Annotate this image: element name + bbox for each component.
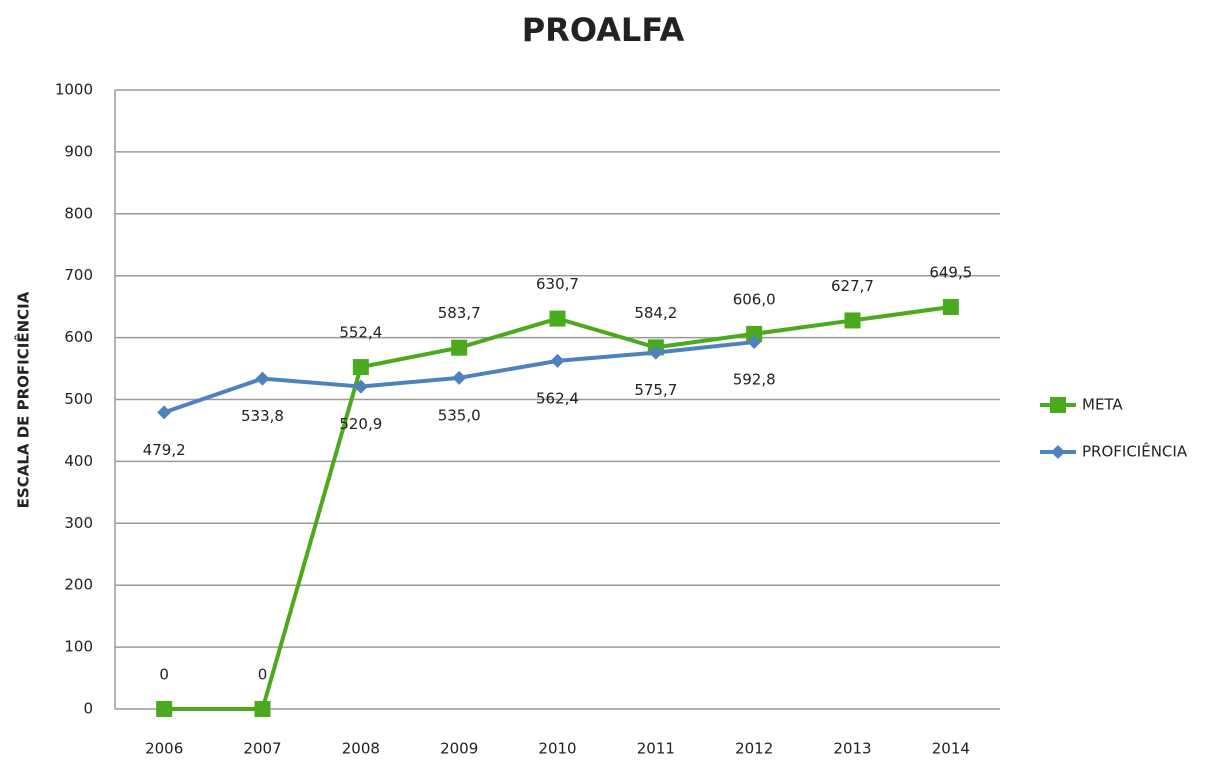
data-point <box>157 405 172 420</box>
x-tick-label: 2010 <box>538 740 576 758</box>
data-label: 630,7 <box>536 275 579 293</box>
y-tick-label: 800 <box>64 204 93 222</box>
data-point <box>353 379 368 394</box>
y-tick-label: 300 <box>64 514 93 532</box>
y-tick-label: 600 <box>64 328 93 346</box>
y-tick-label: 200 <box>64 576 93 594</box>
data-label: 592,8 <box>733 371 776 389</box>
data-point <box>747 335 762 350</box>
data-point <box>254 701 271 717</box>
data-point <box>156 701 173 717</box>
data-point <box>352 359 369 376</box>
y-tick-label: 400 <box>64 452 93 470</box>
data-label: 520,9 <box>339 415 382 433</box>
legend-label: META <box>1082 396 1123 414</box>
y-tick-label: 100 <box>64 638 93 656</box>
y-tick-label: 700 <box>64 266 93 284</box>
data-point <box>451 339 468 356</box>
legend-label: PROFICIÊNCIA <box>1082 442 1188 461</box>
data-label: 552,4 <box>339 324 382 342</box>
x-tick-label: 2007 <box>243 740 281 758</box>
chart-title: PROALFA <box>522 11 685 49</box>
x-tick-label: 2014 <box>932 740 970 758</box>
y-tick-label: 0 <box>83 700 93 718</box>
x-tick-label: 2012 <box>735 740 773 758</box>
data-label: 583,7 <box>438 304 481 322</box>
y-tick-label: 1000 <box>55 81 93 99</box>
data-label: 479,2 <box>143 441 186 459</box>
data-label: 0 <box>258 666 268 684</box>
x-tick-label: 2013 <box>833 740 871 758</box>
data-point <box>942 298 959 315</box>
data-point <box>549 310 566 327</box>
data-label: 535,0 <box>438 406 481 424</box>
x-tick-label: 2011 <box>637 740 675 758</box>
data-point <box>452 370 467 385</box>
y-axis-label: ESCALA DE PROFICIÊNCIA <box>14 291 33 508</box>
data-label: 533,8 <box>241 407 284 425</box>
legend-marker <box>1051 445 1065 459</box>
x-tick-label: 2009 <box>440 740 478 758</box>
data-point <box>550 353 565 368</box>
y-tick-label: 900 <box>64 142 93 160</box>
y-tick-label: 500 <box>64 390 93 408</box>
x-tick-label: 2006 <box>145 740 183 758</box>
data-label: 606,0 <box>733 290 776 308</box>
data-point <box>648 345 663 360</box>
data-label: 627,7 <box>831 277 874 295</box>
data-point <box>746 325 763 342</box>
data-label: 575,7 <box>634 381 677 399</box>
x-tick-label: 2008 <box>342 740 380 758</box>
data-label: 562,4 <box>536 389 579 407</box>
data-point <box>844 312 861 329</box>
data-label: 0 <box>159 666 169 684</box>
data-label: 649,5 <box>929 263 972 281</box>
data-point <box>255 371 270 386</box>
legend-marker <box>1050 397 1066 413</box>
data-label: 584,2 <box>634 304 677 322</box>
